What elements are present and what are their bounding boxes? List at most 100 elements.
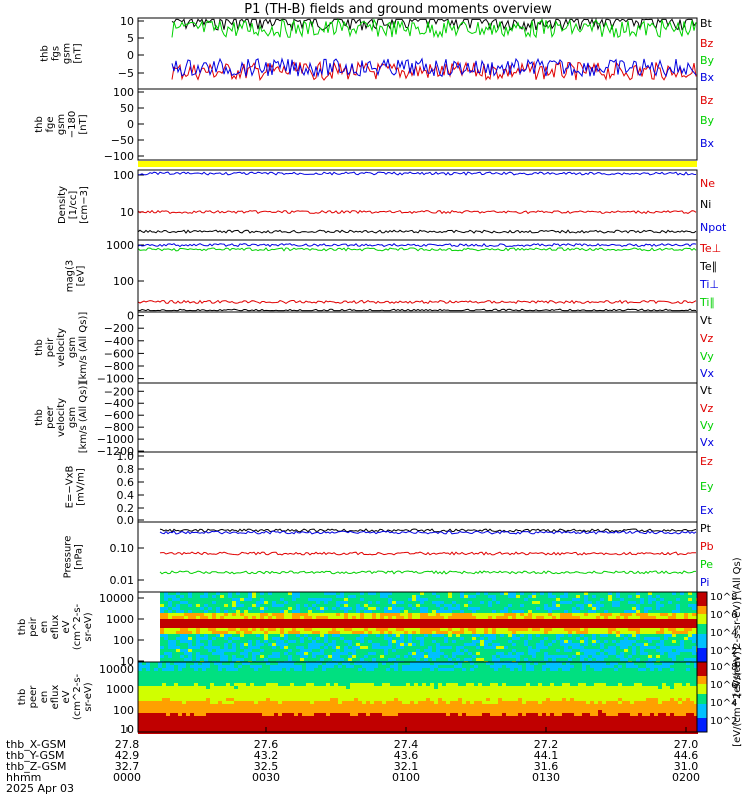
y-axis-label: thb peir velocity gsm [km/s (All Qs)]: [34, 312, 89, 384]
y-tick-label: 100: [113, 704, 134, 717]
series-line: [137, 299, 697, 305]
y-tick-label: 1000: [106, 683, 134, 696]
y-label-line: [1/cc]: [68, 191, 79, 220]
y-axis-label: thb fge gsm −180 [nT]: [34, 111, 89, 138]
panel-peir_spectrogram: thb peir en eflux eV (cm^2-s-sr-eV) 10000 1000 1…: [17, 591, 700, 668]
y-label-line: thb: [34, 339, 45, 356]
y-tick-label: 10: [120, 206, 134, 219]
panel-fge: thb fge gsm −180 [nT] 100 50 0 −50 −100 Bz By Bx: [34, 86, 715, 163]
y-label-line: velocity: [56, 398, 67, 437]
y-label-line: sr-eV): [83, 612, 94, 641]
y-tick-label: 1.0: [117, 450, 135, 463]
panel-frame: [137, 311, 698, 384]
legend-entry: Pb: [700, 540, 714, 553]
y-label-line: eflux: [50, 615, 61, 640]
y-label-line: eV: [61, 690, 72, 703]
y-label-line: thb: [17, 619, 28, 636]
legend-entry: Bx: [700, 71, 715, 84]
y-tick-label: 100: [113, 275, 134, 288]
y-label-line: thb: [34, 116, 45, 133]
y-axis-label: thb peer velocity gsm [km/s (All Qs)]: [34, 382, 89, 454]
y-label-line: peer: [28, 685, 39, 709]
y-tick-label: 10: [120, 655, 134, 668]
y-label-line: peir: [28, 616, 39, 636]
y-tick-label: −600: [104, 409, 134, 422]
y-tick-label: −1000: [97, 373, 134, 386]
y-label-line: (cm^2-s-: [72, 603, 83, 650]
y-label-line: fge: [45, 116, 56, 132]
y-tick-label: 0.0: [117, 514, 135, 527]
legend-entry: Ti∥: [699, 296, 715, 309]
legend-entry: Vx: [700, 367, 715, 380]
y-label-line: gsm: [67, 407, 78, 428]
y-tick-label: −50: [111, 134, 134, 147]
y-tick-label: 0.2: [117, 502, 135, 515]
y-tick-label: −800: [104, 360, 134, 373]
y-axis-label: thb peir en eflux eV (cm^2-s-sr-eV): [17, 603, 94, 650]
panel-temperature: mag(3 [eV] 1000 100 Te⊥ Te∥ Ti⊥ Ti∥: [65, 239, 721, 313]
y-tick-label: 10: [120, 15, 134, 28]
series-line: [137, 247, 697, 252]
y-label-line: peer: [45, 405, 56, 429]
colorbar-tick: 10^6: [710, 610, 737, 621]
y-label-line: [km/s (All Qs)]: [78, 382, 89, 454]
series-line: [159, 551, 697, 556]
legend-entry: By: [700, 54, 715, 67]
panel-peer_spectrogram: thb peer en eflux eV (cm^2-s-sr-eV) 10000 1000 1…: [17, 661, 698, 736]
y-label-line: gsm: [62, 43, 73, 64]
panel-efield: E=−VxB [mV/m] 1.00.80.60.40.20.0 Ez Ey Ex: [65, 450, 714, 527]
x-tick-label: 0100: [392, 771, 420, 784]
x-tick-label: 27.0: [674, 738, 699, 751]
y-label-line: gsm: [56, 114, 67, 135]
x-row-label: thb_Y-GSM: [6, 749, 65, 762]
y-label-line: thb: [34, 409, 45, 426]
y-label-line: [nT]: [78, 114, 89, 134]
y-axis-label: thb fgs gsm [nT]: [40, 43, 84, 64]
y-label-line: sr-eV): [83, 682, 94, 711]
legend-entry: Vt: [700, 314, 713, 327]
x-tick-label: 44.6: [674, 749, 699, 762]
x-tick-label: 43.6: [394, 749, 419, 762]
y-axis-label: E=−VxB [mV/m]: [65, 466, 87, 509]
y-label-line: [nT]: [73, 43, 84, 63]
legend-entry: Vz: [700, 332, 714, 345]
panel-frame: [137, 382, 698, 453]
x-tick-label: 0200: [672, 771, 700, 784]
y-tick-label: −1000: [97, 433, 134, 446]
legend-entry: Pe: [700, 558, 713, 571]
legend-entry: Bx: [700, 137, 715, 150]
colorbar-label: [eV/(cm^2-s-sr-eV)] (All Qs): [732, 557, 743, 696]
colorbar-tick: 10^6: [710, 680, 737, 691]
legend-entry: Pt: [700, 522, 712, 535]
legend-entry: Npot: [700, 221, 727, 234]
y-label-line: eV: [61, 620, 72, 633]
x-tick-label: 31.6: [534, 760, 559, 773]
y-tick-label: −5: [118, 67, 134, 80]
panel-frame: [137, 88, 698, 161]
legend-entry: Ez: [700, 455, 713, 468]
data-quality-bar: [138, 161, 697, 167]
series-line: [171, 18, 697, 39]
x-tick-label: 43.2: [254, 749, 279, 762]
legend-entry: Ni: [700, 198, 711, 211]
y-tick-label: 100: [113, 634, 134, 647]
colorbar: 10^8 10^6 10^4 10^2[eV/(cm^2-s-sr-eV)] (All…: [696, 557, 743, 697]
y-label-line: peir: [45, 337, 56, 357]
x-date-label: 2025 Apr 03: [6, 782, 74, 795]
y-tick-label: 10000: [99, 592, 134, 605]
series-line: [137, 242, 697, 248]
x-row-label: thb_X-GSM: [6, 738, 66, 751]
x-tick-label: 42.9: [115, 749, 140, 762]
series-line: [171, 60, 697, 81]
x-tick-label: 31.0: [674, 760, 699, 773]
y-tick-label: 1000: [106, 613, 134, 626]
colorbar: 10^8 10^6 10^4 10^2[eV/(cm^2-s-sr-eV)]: [696, 647, 743, 747]
legend-entry: Te∥: [699, 260, 717, 273]
panel-frame: [137, 451, 698, 523]
colorbar-tick: 10^8: [710, 662, 737, 673]
y-tick-label: −1200: [97, 445, 134, 458]
y-axis-label: Pressure [nPa]: [63, 536, 85, 579]
panel-fgs: thb fgs gsm [nT] 10 5 0 −5 Bt Bz By Bx: [40, 15, 715, 90]
legend-entry: Ex: [700, 504, 714, 517]
panel-peir_velocity: thb peir velocity gsm [km/s (All Qs)] 0−200−4…: [34, 310, 715, 386]
